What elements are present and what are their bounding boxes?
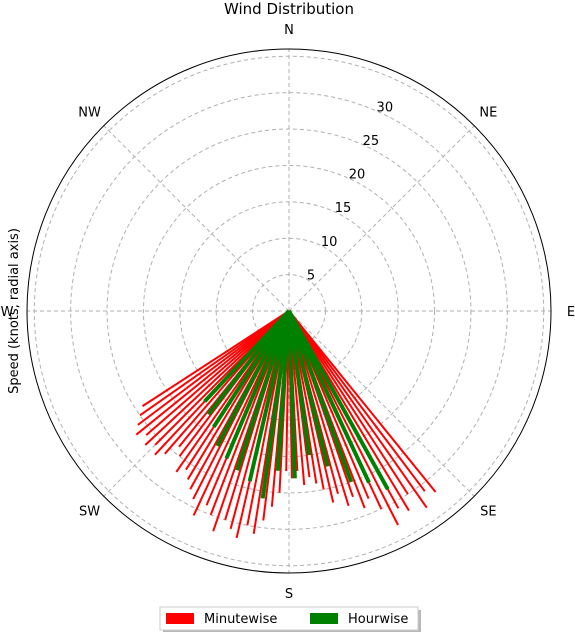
radial-gridline: [103, 125, 290, 312]
direction-label: N: [284, 23, 294, 38]
bar-hourwise: [287, 310, 330, 467]
radial-tick-label: 15: [335, 201, 352, 216]
bar-hourwise: [287, 310, 297, 479]
radial-tick-label: 25: [363, 134, 380, 149]
legend-swatch: [166, 613, 194, 624]
bar-hourwise: [224, 310, 291, 460]
bar-hourwise: [260, 310, 291, 499]
direction-label: SE: [480, 504, 496, 519]
bar-hourwise: [287, 310, 354, 483]
legend: Minutewise Hourwise: [159, 606, 421, 632]
bar-minutewise: [145, 310, 290, 436]
direction-label: SW: [79, 504, 100, 519]
radial-tick-label: 5: [307, 268, 315, 283]
bar-minutewise: [137, 310, 290, 426]
direction-label: NW: [78, 106, 101, 121]
grid-ring: [179, 201, 399, 421]
bar-minutewise: [139, 310, 290, 417]
grid-ring: [106, 128, 472, 494]
direction-label: NE: [479, 106, 497, 121]
bar-minutewise: [288, 310, 409, 495]
bar-hourwise: [287, 310, 390, 491]
grid-ring: [142, 164, 436, 458]
direction-label: S: [285, 587, 293, 602]
bar-hourwise: [235, 310, 291, 471]
axis-labels: 5 10 15 20 25 30 N NE E SE S SW W NW: [1, 23, 575, 602]
polar-frame: [26, 48, 552, 574]
legend-label: Minutewise: [204, 612, 277, 627]
bar-minutewise: [288, 310, 428, 509]
bar-hourwise: [212, 309, 291, 429]
legend-label: Hourwise: [348, 612, 408, 627]
polar-grid: [26, 48, 552, 574]
y-axis-label: Speed (knots, radial axis): [7, 228, 22, 394]
bar-minutewise: [141, 310, 290, 407]
chart-title: Wind Distribution: [224, 0, 354, 18]
legend-frame: [159, 606, 419, 631]
bar-hourwise: [247, 310, 291, 482]
legend-swatch: [310, 613, 338, 624]
grid-ring: [215, 237, 363, 385]
bar-minutewise: [144, 310, 290, 446]
bar-hourwise: [287, 310, 371, 484]
bar-minutewise: [288, 310, 437, 493]
radial-gridline: [288, 125, 475, 312]
direction-label: W: [1, 305, 14, 320]
bar-hourwise: [203, 309, 291, 403]
radial-tick-label: 30: [377, 100, 394, 115]
grid-ring: [33, 55, 545, 567]
bar-hourwise: [215, 310, 291, 447]
bar-minutewise: [135, 310, 290, 436]
direction-label: E: [567, 305, 575, 320]
bars: [135, 309, 437, 539]
bar-hourwise: [287, 310, 312, 456]
bar-minutewise: [288, 310, 426, 492]
radial-tick-label: 10: [321, 235, 338, 250]
grid-ring: [70, 92, 508, 530]
radial-tick-label: 20: [349, 168, 366, 183]
